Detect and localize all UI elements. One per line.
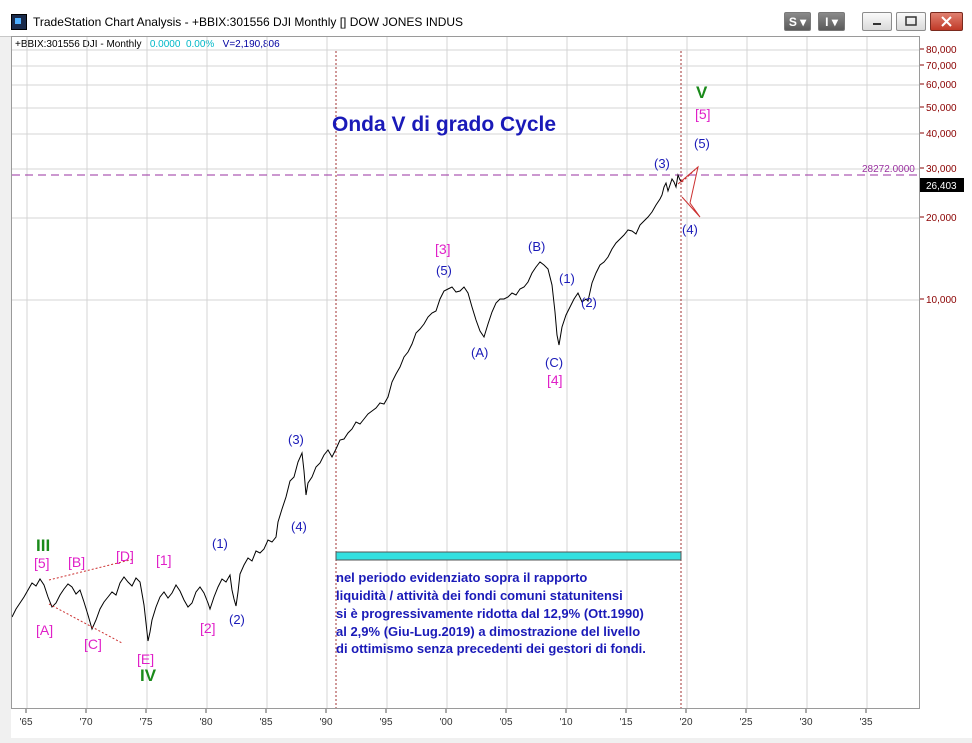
price-tick-label: 20,000 <box>926 213 957 224</box>
i-menu-button[interactable]: I ▾ <box>818 12 845 31</box>
horizontal-gridlines <box>12 49 919 301</box>
year-tick-label: '75 <box>139 717 152 728</box>
year-tick-label: '65 <box>19 717 32 728</box>
time-axis[interactable]: '65 '70 '75 '80 '85 '90 '95 '00 '05 '10 … <box>11 709 972 738</box>
primary-wave-labels: [5] [B] [D] [1] [A] [C] [E] [2] [3] [4] … <box>34 106 711 667</box>
dji-price-line <box>12 173 683 642</box>
year-tick-label: '95 <box>379 717 392 728</box>
chart-heading: Onda V di grado Cycle <box>332 113 556 136</box>
symbol-label: +BBIX:301556 DJI - Monthly <box>15 39 142 50</box>
wave-label-p2: (2) <box>229 612 245 627</box>
wave-label-p4: (4) <box>291 519 307 534</box>
price-axis[interactable]: 80,000 70,000 60,000 50,000 40,000 30,00… <box>920 36 972 709</box>
note-line-1: nel periodo evidenziato sopra il rapport… <box>336 570 587 585</box>
highlight-period-bar <box>335 551 682 561</box>
chart-canvas: 28272.0000 Onda V di grado Cycle nel per… <box>12 37 919 708</box>
wave-label-p5: (5) <box>436 263 452 278</box>
wave-label-1-primary: [1] <box>156 552 172 568</box>
s-menu-button[interactable]: S ▾ <box>784 12 811 31</box>
year-tick-label: '80 <box>199 717 212 728</box>
year-tick-label: '35 <box>859 717 872 728</box>
note-line-2: liquidità / attività dei fondi comuni st… <box>336 588 623 603</box>
price-axis-canvas: 80,000 70,000 60,000 50,000 40,000 30,00… <box>920 45 964 306</box>
wave-label-q2: (2) <box>581 295 597 310</box>
wave-label-D-bracket: [D] <box>116 548 134 564</box>
wave-label-p1: (1) <box>212 536 228 551</box>
wave-label-q1: (1) <box>559 271 575 286</box>
price-chart-panel[interactable]: +BBIX:301556 DJI - Monthly 0.0000 0.00% … <box>11 36 920 709</box>
wave-label-III: III <box>36 536 50 555</box>
year-tick-label: '85 <box>259 717 272 728</box>
chart-info-line: +BBIX:301556 DJI - Monthly 0.0000 0.00% … <box>15 39 280 50</box>
price-tick-label: 80,000 <box>926 45 957 56</box>
title-bar: TradeStation Chart Analysis - +BBIX:3015… <box>0 0 972 37</box>
wave-label-3-primary: [3] <box>435 241 451 257</box>
year-tick-label: '70 <box>79 717 92 728</box>
year-tick-label: '30 <box>799 717 812 728</box>
close-icon <box>941 16 952 27</box>
year-tick-label: '15 <box>619 717 632 728</box>
price-tick-label: 10,000 <box>926 295 957 306</box>
price-axis-labels: 80,000 70,000 60,000 50,000 40,000 30,00… <box>926 45 957 306</box>
price-tick-label: 60,000 <box>926 80 957 91</box>
wave-trendlines <box>48 558 135 644</box>
maximize-icon <box>905 16 917 26</box>
year-tick-label: '05 <box>499 717 512 728</box>
wave-label-E-bracket: [E] <box>137 651 154 667</box>
wave-label-V: V <box>696 83 708 102</box>
price-tick-label: 50,000 <box>926 103 957 114</box>
year-tick-label: '90 <box>319 717 332 728</box>
wave-label-q5: (5) <box>694 136 710 151</box>
note-line-3: si è progressivamente ridotta dal 12,9% … <box>336 606 644 621</box>
year-tick-label: '10 <box>559 717 572 728</box>
price-tick-label: 70,000 <box>926 61 957 72</box>
wave-label-pC: (C) <box>545 355 563 370</box>
year-tick-label: '25 <box>739 717 752 728</box>
intermediate-wave-labels: (1) (2) (3) (4) (5) (A) (B) (C) (1) (2) … <box>212 136 710 627</box>
wave-label-5-primary-a: [5] <box>34 555 50 571</box>
note-text-block: nel periodo evidenziato sopra il rapport… <box>336 570 646 656</box>
wave-label-pA: (A) <box>471 345 488 360</box>
maximize-button[interactable] <box>896 12 926 31</box>
time-axis-canvas: '65 '70 '75 '80 '85 '90 '95 '00 '05 '10 … <box>19 709 873 728</box>
time-axis-labels: '65 '70 '75 '80 '85 '90 '95 '00 '05 '10 … <box>19 717 872 728</box>
wave-label-5-primary-b: [5] <box>695 106 711 122</box>
cycle-wave-labels: III IV V <box>36 83 708 685</box>
close-button[interactable] <box>930 12 963 31</box>
time-axis-ticks <box>25 709 867 713</box>
volume-value: V=2,190,806 <box>222 39 280 50</box>
year-tick-label: '20 <box>679 717 692 728</box>
minimize-button[interactable] <box>862 12 892 31</box>
wave-label-A-bracket: [A] <box>36 622 53 638</box>
window-title: TradeStation Chart Analysis - +BBIX:3015… <box>33 15 464 29</box>
change-percent: 0.00% <box>185 39 215 50</box>
note-line-5: di ottimismo senza precedenti dei gestor… <box>336 641 646 656</box>
year-tick-label: '00 <box>439 717 452 728</box>
wave-label-q4: (4) <box>682 222 698 237</box>
wave-label-pB: (B) <box>528 239 545 254</box>
wave-label-4-primary: [4] <box>547 372 563 388</box>
price-tick-label: 40,000 <box>926 129 957 140</box>
change-value: 0.0000 <box>149 39 181 50</box>
s-menu-label: S <box>788 15 797 29</box>
last-price-marker <box>920 178 964 192</box>
tradestation-app-icon <box>11 14 27 30</box>
price-axis-ticks <box>920 48 924 300</box>
wave-label-C-bracket: [C] <box>84 636 102 652</box>
price-tick-label: 30,000 <box>926 164 957 175</box>
reference-level-label: 28272.0000 <box>862 164 915 175</box>
vertical-gridlines <box>26 37 868 708</box>
last-price-label: 26,403 <box>926 181 957 192</box>
minimize-icon <box>873 23 881 25</box>
wave-label-IV: IV <box>140 666 157 685</box>
i-menu-label: I <box>825 15 829 29</box>
wave-label-q3: (3) <box>654 156 670 171</box>
wave-label-2-primary: [2] <box>200 620 216 636</box>
wave-label-B-bracket: [B] <box>68 554 85 570</box>
wave-label-p3: (3) <box>288 432 304 447</box>
note-line-4: al 2,9% (Giu-Lug.2019) a dimostrazione d… <box>336 624 640 639</box>
